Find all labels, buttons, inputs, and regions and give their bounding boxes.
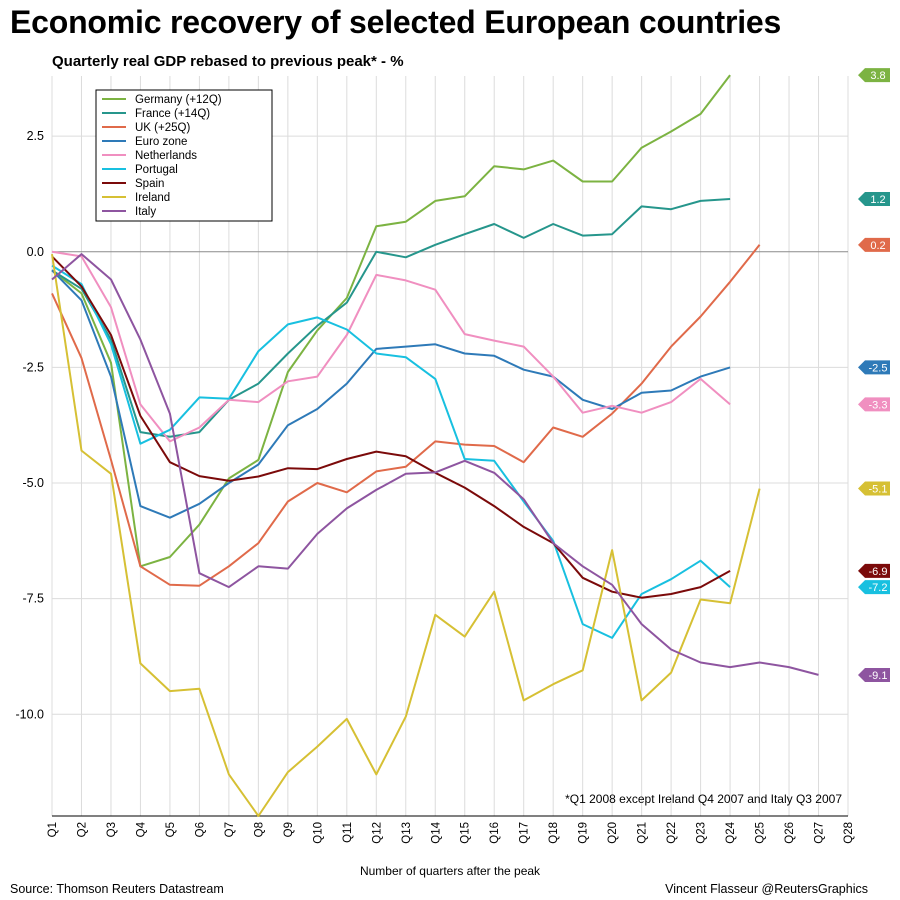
end-value-tag-0	[858, 68, 890, 83]
x-tick-label: Q1	[47, 822, 59, 837]
x-tick-label: Q10	[312, 822, 324, 844]
x-tick-label: Q8	[253, 822, 265, 837]
x-tick-label: Q6	[194, 822, 206, 837]
legend-entry: Netherlands	[135, 150, 197, 162]
y-tick-label: -2.5	[22, 360, 44, 374]
x-tick-label: Q11	[342, 822, 354, 843]
legend: Germany (+12Q) France (+14Q) UK (+25Q) Euro…	[95, 89, 273, 222]
legend-entry: Portugal	[135, 164, 178, 176]
end-value-label: 1.2	[870, 194, 885, 206]
end-value-tag-5	[858, 580, 890, 595]
x-tick-label: Q27	[814, 822, 826, 844]
legend-entry: Germany (+12Q)	[135, 94, 222, 106]
legend-entry: UK (+25Q)	[135, 122, 190, 134]
x-tick-label: Q19	[578, 822, 590, 844]
x-tick-label: Q26	[784, 822, 796, 844]
end-value-tags: 3.8 1.2 0.2 -2.5 -3.3 -5.1 -6.9 -7.2 -9.1	[858, 68, 890, 682]
x-tick-label: Q7	[224, 822, 236, 837]
end-value-tag-7	[858, 481, 890, 496]
x-tick-label: Q4	[135, 821, 147, 837]
y-tick-label: -5.0	[22, 476, 44, 490]
end-value-label: 0.2	[870, 240, 885, 252]
series-line-4	[51, 250, 731, 443]
series-line-0	[51, 74, 731, 568]
series-line-7	[51, 253, 761, 817]
source-note: Source: Thomson Reuters Datastream	[10, 882, 224, 896]
legend-entry: Spain	[135, 178, 164, 190]
series-line-6	[51, 255, 731, 599]
x-tick-label: Q2	[76, 822, 88, 837]
end-value-label: -3.3	[869, 399, 888, 411]
x-tick-label: Q22	[666, 822, 678, 844]
series-lines	[51, 74, 819, 817]
y-tick-label: -10.0	[16, 707, 45, 721]
x-tick-label: Q20	[607, 822, 619, 844]
y-tick-label: -7.5	[22, 592, 44, 606]
grid	[51, 76, 849, 816]
series-line-8	[51, 253, 819, 676]
series-line-3	[51, 269, 731, 519]
end-value-label: -6.9	[869, 566, 888, 578]
legend-entry: France (+14Q)	[135, 108, 210, 120]
x-tick-label: Q28	[843, 822, 855, 844]
end-value-label: -2.5	[869, 362, 888, 374]
x-tick-label: Q12	[371, 822, 383, 844]
end-value-tag-2	[858, 237, 890, 252]
legend-entry: Italy	[135, 206, 156, 218]
y-tick-label: 2.5	[27, 129, 44, 143]
credit-note: Vincent Flasseur @ReutersGraphics	[665, 882, 868, 896]
end-value-tag-4	[858, 397, 890, 412]
legend-entry: Euro zone	[135, 136, 187, 148]
footnote: *Q1 2008 except Ireland Q4 2007 and Ital…	[565, 792, 842, 806]
series-line-5	[51, 264, 731, 639]
end-value-tag-8	[858, 667, 890, 682]
x-tick-label: Q24	[725, 821, 737, 843]
series-line-2	[51, 244, 761, 587]
x-tick-label: Q16	[489, 822, 501, 844]
x-axis-label: Number of quarters after the peak	[360, 864, 541, 878]
x-tick-label: Q17	[519, 822, 531, 844]
x-tick-label: Q13	[401, 822, 413, 844]
end-value-label: -5.1	[869, 484, 888, 496]
x-tick-label: Q3	[106, 822, 118, 837]
end-value-tag-6	[858, 563, 890, 578]
end-value-label: 3.8	[870, 70, 885, 82]
axes: 2.5 0.0 -2.5 -5.0 -7.5 -10.0 Q1 Q2 Q3 Q4 Q5 Q6 Q7 Q8 Q…	[16, 129, 856, 844]
chart-title: Economic recovery of selected European c…	[10, 4, 782, 40]
x-tick-label: Q23	[696, 822, 708, 844]
end-value-tag-1	[858, 192, 890, 207]
x-tick-label: Q15	[460, 822, 472, 844]
y-tick-label: 0.0	[27, 245, 44, 259]
end-value-label: -7.2	[869, 582, 888, 594]
x-tick-label: Q9	[283, 822, 295, 837]
chart-subtitle: Quarterly real GDP rebased to previous p…	[52, 53, 404, 70]
legend-entry: Ireland	[135, 192, 170, 204]
x-tick-label: Q18	[548, 822, 560, 844]
x-tick-label: Q14	[430, 821, 442, 843]
x-tick-label: Q5	[165, 822, 177, 837]
x-tick-label: Q25	[755, 822, 767, 844]
x-tick-label: Q21	[637, 822, 649, 844]
end-value-label: -9.1	[869, 670, 888, 682]
end-value-tag-3	[858, 360, 890, 375]
